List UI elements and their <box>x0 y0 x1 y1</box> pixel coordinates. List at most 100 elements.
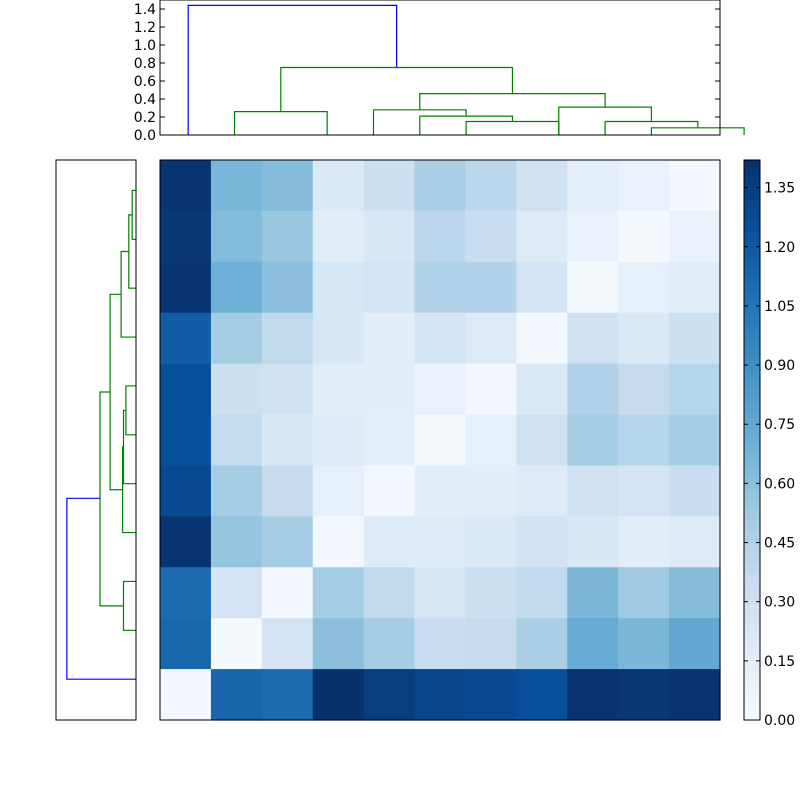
heatmap-cell <box>261 567 314 619</box>
y-tick-label: 0.4 <box>134 92 156 108</box>
heatmap-cell <box>465 414 517 467</box>
heatmap-cell <box>261 363 314 416</box>
heatmap-cell <box>414 210 467 263</box>
heatmap-cell <box>516 363 568 416</box>
heatmap-cell <box>618 261 670 314</box>
heatmap-cell <box>312 567 365 619</box>
dendrogram-link <box>125 385 136 436</box>
heatmap-cell <box>567 261 619 314</box>
heatmap-cell <box>312 618 365 670</box>
heatmap-cell <box>669 618 721 670</box>
heatmap-cell <box>465 516 517 568</box>
heatmap-cell <box>414 160 467 212</box>
heatmap-cell <box>567 210 619 263</box>
heatmap-cell <box>363 516 416 568</box>
heatmap-cell <box>210 261 263 314</box>
heatmap-cell <box>465 618 517 670</box>
heatmap-cell <box>567 465 619 517</box>
heatmap-cell <box>160 618 212 670</box>
heatmap-cell <box>567 160 619 212</box>
heatmap-cell <box>210 363 263 416</box>
heatmap <box>159 159 721 721</box>
colorbar-tick-label: 0.15 <box>764 654 795 670</box>
heatmap-cell <box>261 465 314 517</box>
heatmap-cell <box>414 414 467 467</box>
colorbar-tick-label: 1.35 <box>764 181 795 197</box>
heatmap-cell <box>363 312 416 365</box>
dendrogram-link <box>122 580 136 631</box>
heatmap-cell <box>516 669 568 721</box>
heatmap-cell <box>312 312 365 365</box>
heatmap-cell <box>465 567 517 619</box>
heatmap-cell <box>465 465 517 517</box>
heatmap-cell <box>414 516 467 568</box>
heatmap-cell <box>669 516 721 568</box>
heatmap-cell <box>618 669 670 721</box>
heatmap-cell <box>414 669 467 721</box>
heatmap-cell <box>618 363 670 416</box>
dendrogram-link <box>465 120 560 135</box>
heatmap-cell <box>210 516 263 568</box>
heatmap-cell <box>465 160 517 212</box>
heatmap-cell <box>414 363 467 416</box>
colorbar-tick-label: 0.90 <box>764 358 795 374</box>
heatmap-cell <box>261 618 314 670</box>
dendrogram-link <box>121 446 136 534</box>
heatmap-cell <box>160 669 212 721</box>
dendrogram-link <box>650 127 745 135</box>
colorbar-tick-label: 0.00 <box>764 713 795 729</box>
heatmap-cell <box>312 363 365 416</box>
heatmap-cell <box>618 567 670 619</box>
heatmap-cell <box>312 669 365 721</box>
heatmap-cell <box>210 414 263 467</box>
top-dendrogram-links <box>187 4 745 135</box>
heatmap-cell <box>363 261 416 314</box>
heatmap-cell <box>516 516 568 568</box>
heatmap-cell <box>669 160 721 212</box>
colorbar-tick-label: 0.30 <box>764 595 795 611</box>
heatmap-cell <box>669 363 721 416</box>
y-tick-label: 1.0 <box>134 38 156 54</box>
heatmap-cell <box>210 312 263 365</box>
heatmap-cell <box>516 618 568 670</box>
colorbar-tick-label: 1.05 <box>764 299 795 315</box>
heatmap-cell <box>160 516 212 568</box>
heatmap-cell <box>312 516 365 568</box>
heatmap-cell <box>261 160 314 212</box>
heatmap-cell <box>618 516 670 568</box>
heatmap-cell <box>363 210 416 263</box>
heatmap-cell <box>312 465 365 517</box>
heatmap-cell <box>312 261 365 314</box>
heatmap-cell <box>414 567 467 619</box>
heatmap-cell <box>261 312 314 365</box>
heatmap-cell <box>363 160 416 212</box>
heatmap-cell <box>160 363 212 416</box>
left-dendrogram-links <box>66 189 136 680</box>
heatmap-cell <box>363 363 416 416</box>
left-dendrogram <box>55 159 137 721</box>
heatmap-cell <box>567 312 619 365</box>
heatmap-cell <box>567 669 619 721</box>
heatmap-cell <box>160 414 212 467</box>
dendrogram-link <box>131 189 136 240</box>
colorbar-frame <box>743 159 761 721</box>
heatmap-cell <box>618 465 670 517</box>
heatmap-frame <box>159 159 721 721</box>
heatmap-cell <box>363 669 416 721</box>
heatmap-cell <box>414 312 467 365</box>
dendrogram-link <box>280 66 514 112</box>
colorbar-tick-label: 0.75 <box>764 417 795 433</box>
heatmap-cell <box>516 210 568 263</box>
heatmap-cell <box>516 312 568 365</box>
heatmap-cell <box>465 363 517 416</box>
heatmap-cell <box>669 261 721 314</box>
heatmap-cell <box>160 567 212 619</box>
colorbar-gradient <box>744 160 760 720</box>
heatmap-cell <box>618 618 670 670</box>
heatmap-cell <box>210 210 263 263</box>
heatmap-cell <box>669 567 721 619</box>
heatmap-cell <box>618 160 670 212</box>
dendrogram-link <box>66 497 136 680</box>
heatmap-cell <box>516 465 568 517</box>
